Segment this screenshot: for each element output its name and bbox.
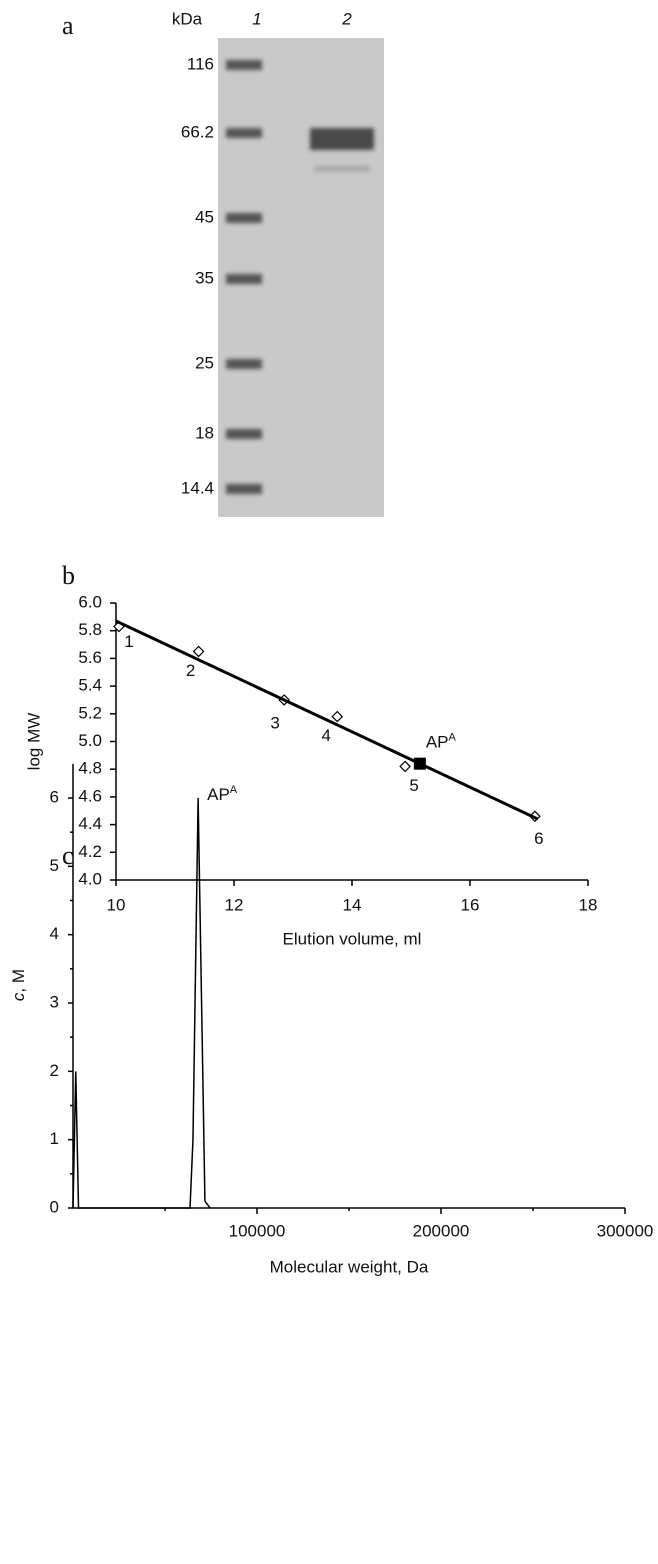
marker-band [226,60,262,70]
lane-label: 2 [341,9,352,28]
marker-band [226,484,262,494]
y-tick-label: 4.6 [78,786,102,805]
y-tick-label: 5.0 [78,731,102,750]
y-tick-label: 1 [50,1129,59,1148]
x-tick-label: 200000 [413,1221,470,1240]
y-tick-label: 2 [50,1061,59,1080]
x-tick-label: 18 [579,895,598,914]
point-label: 2 [186,661,195,680]
y-tick-label: 5 [50,856,59,875]
y-tick-label: 6.0 [78,592,102,611]
marker-label: 45 [195,207,214,226]
y-tick-label: 4.2 [78,842,102,861]
y-tick-label: 5.4 [78,676,102,695]
faint-band [314,166,370,172]
point [332,712,342,722]
annotation-sup: A [230,784,238,796]
y-tick-label: 4.8 [78,759,102,778]
y-axis-label: c, M [9,969,28,1001]
marker-label: 14.4 [181,478,214,497]
point [194,646,204,656]
marker-band [226,429,262,439]
x-tick-label: 14 [343,895,362,914]
marker-label: 116 [187,54,214,73]
annotation-sup: A [449,732,457,744]
x-tick-label: 300000 [597,1221,654,1240]
lane-label: 1 [252,9,261,28]
marker-band [226,213,262,223]
x-tick-label: 100000 [229,1221,286,1240]
unit-label: kDa [172,9,203,28]
marker-label: 66.2 [181,122,214,141]
annotation: APA [207,784,238,805]
marker-label: 25 [195,353,214,372]
point-label: 5 [409,776,418,795]
x-tick-label: 16 [461,895,480,914]
y-tick-label: 3 [50,992,59,1011]
y-axis-label-text: , M [9,969,28,993]
point [400,761,410,771]
figure: akDa1211666.24535251814.4b4.04.24.44.64.… [0,0,658,1564]
y-tick-label: 6 [50,788,59,807]
marker-band [226,274,262,284]
panel-label: a [62,11,74,40]
marker-band [226,128,262,138]
x-axis-label: Elution volume, ml [283,929,422,948]
x-axis-label: Molecular weight, Da [270,1257,429,1276]
y-tick-label: 5.6 [78,648,102,667]
protein-band [310,128,374,150]
x-tick-label: 10 [107,895,126,914]
point-label: 4 [322,726,331,745]
y-tick-label: 4 [50,924,59,943]
annotation-text: AP [207,786,230,805]
x-tick-label: 12 [225,895,244,914]
marker-label: 35 [195,268,214,287]
point-label: 6 [534,829,543,848]
point-label: 1 [124,632,133,651]
y-tick-label: 4.0 [78,869,102,888]
point-label: 3 [270,713,279,732]
marker-band [226,359,262,369]
annotation: APA [426,732,457,753]
panel-label: b [62,561,75,590]
fit-line [116,621,538,819]
y-tick-label: 5.8 [78,620,102,639]
y-tick-label: 5.2 [78,703,102,722]
y-tick-label: 4.4 [78,814,102,833]
marker-label: 18 [195,423,214,442]
annotation-text: AP [426,733,449,752]
y-tick-label: 0 [50,1197,59,1216]
y-axis-label: log MW [24,713,43,771]
